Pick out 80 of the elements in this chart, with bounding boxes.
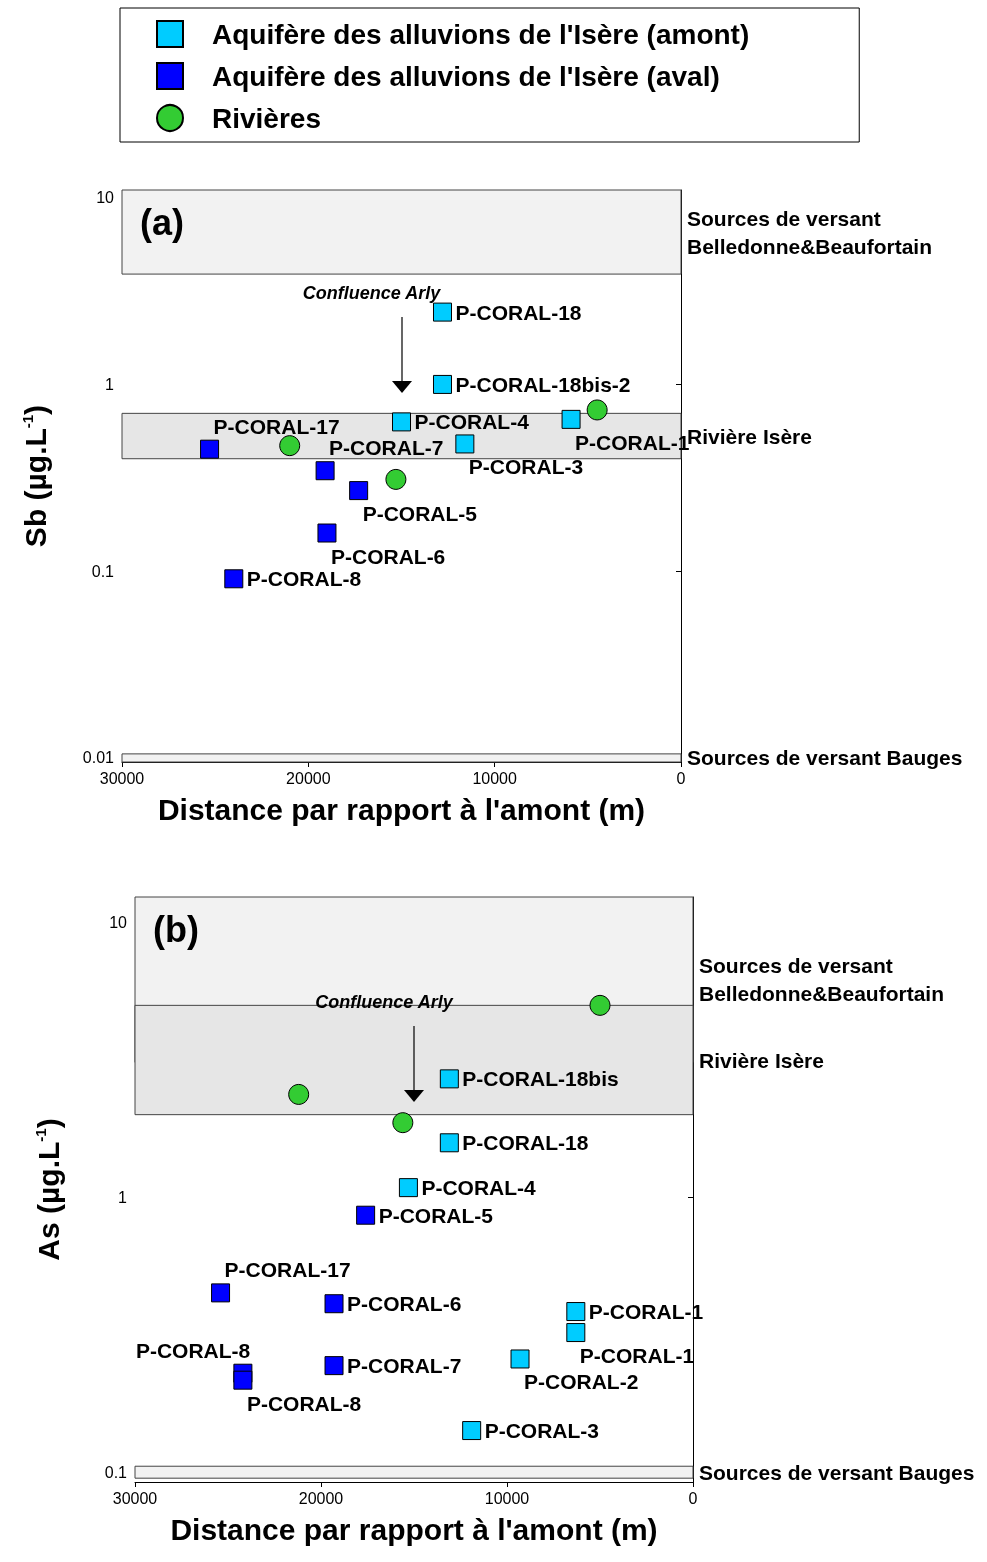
y-tick-label: 0.1: [104, 1463, 128, 1481]
point: [392, 1112, 414, 1134]
y-axis-title: Sb (µg.L-1): [18, 404, 52, 548]
point: [385, 468, 407, 490]
data-label: P-CORAL-18bis: [462, 1067, 619, 1091]
data-label: P-CORAL-1: [579, 1344, 695, 1368]
data-label: P-CORAL-18bis-2: [455, 372, 631, 396]
band-label: Sources de versant Bauges: [687, 746, 963, 770]
point: [392, 412, 411, 432]
legend-label: Rivières: [212, 102, 321, 134]
band-label: Sources de versant Belledonne&Beaufortain: [699, 954, 945, 1006]
data-label: P-CORAL-7: [347, 1354, 462, 1378]
point: [211, 1283, 231, 1303]
point: [566, 1323, 586, 1343]
annotation: Confluence Arly: [302, 282, 442, 303]
x-tick-label: 0: [688, 1489, 698, 1507]
x-axis-title: Distance par rapport à l'amont (m): [157, 792, 646, 826]
y-tick-label: 0.01: [82, 749, 115, 767]
y-tick-label: 0.1: [91, 562, 115, 580]
data-label: P-CORAL-5: [362, 502, 478, 526]
data-label: P-CORAL-2: [524, 1370, 639, 1394]
band-label: Rivière Isère: [687, 424, 812, 448]
data-label: P-CORAL-5: [378, 1203, 494, 1227]
point: [224, 569, 244, 589]
point: [398, 1178, 418, 1198]
point: [586, 399, 608, 421]
x-tick-label: 30000: [99, 769, 145, 787]
data-label: P-CORAL-3: [484, 1419, 599, 1443]
x-tick-label: 10000: [472, 769, 518, 787]
band-label: Rivière Isère: [699, 1048, 824, 1072]
data-label: P-CORAL-4: [414, 410, 530, 434]
point: [439, 1133, 459, 1153]
data-label: P-CORAL-3: [468, 455, 584, 479]
point: [200, 439, 220, 459]
x-tick-label: 10000: [484, 1489, 530, 1507]
y-tick-label: 10: [109, 914, 128, 932]
data-label: P-CORAL-8: [246, 1391, 362, 1415]
data-label: P-CORAL-4: [421, 1176, 537, 1200]
data-label: P-CORAL-6: [330, 544, 446, 568]
point: [279, 435, 301, 457]
x-tick-label: 20000: [286, 769, 331, 787]
point: [233, 1370, 253, 1390]
data-label: P-CORAL-8: [135, 1338, 251, 1362]
data-label: P-CORAL-7: [329, 436, 444, 460]
y-tick-label: 1: [105, 375, 115, 393]
point: [455, 434, 475, 454]
point: [439, 1069, 459, 1089]
point: [349, 481, 369, 501]
x-axis-title: Distance par rapport à l'amont (m): [170, 1512, 658, 1546]
y-axis-title: As (µg.L-1): [31, 1118, 65, 1261]
data-label: P-CORAL-17: [213, 414, 340, 438]
legend-label: Aquifère des alluvions de l'Isère (amont): [212, 18, 750, 50]
data-label: P-CORAL-6: [347, 1292, 462, 1316]
y-tick-label: 10: [96, 189, 115, 207]
annotation: (b): [153, 908, 199, 950]
x-tick-label: 20000: [298, 1489, 344, 1507]
point: [561, 409, 581, 429]
point: [288, 1083, 310, 1105]
data-label: P-CORAL-18: [455, 300, 582, 324]
y-tick-label: 1: [118, 1188, 128, 1206]
band-label: Sources de versant Bauges: [699, 1460, 975, 1484]
annotation: (a): [140, 201, 184, 243]
data-label: P-CORAL-17: [224, 1258, 351, 1282]
point: [432, 302, 452, 322]
point: [315, 461, 335, 481]
point: [510, 1349, 530, 1369]
x-tick-label: 30000: [112, 1489, 158, 1507]
band-label: Sources de versant Belledonne&Beaufortain: [687, 206, 933, 258]
legend-label: Aquifère des alluvions de l'Isère (aval): [212, 60, 720, 92]
point: [317, 523, 337, 543]
data-label: P-CORAL-18: [462, 1131, 589, 1155]
data-label: P-CORAL-8: [246, 567, 362, 591]
point: [589, 994, 611, 1016]
x-tick-label: 0: [676, 769, 686, 787]
point: [566, 1302, 586, 1322]
point: [324, 1294, 344, 1314]
point: [356, 1205, 376, 1225]
point: [432, 374, 452, 394]
point: [462, 1421, 482, 1441]
point: [324, 1356, 344, 1376]
